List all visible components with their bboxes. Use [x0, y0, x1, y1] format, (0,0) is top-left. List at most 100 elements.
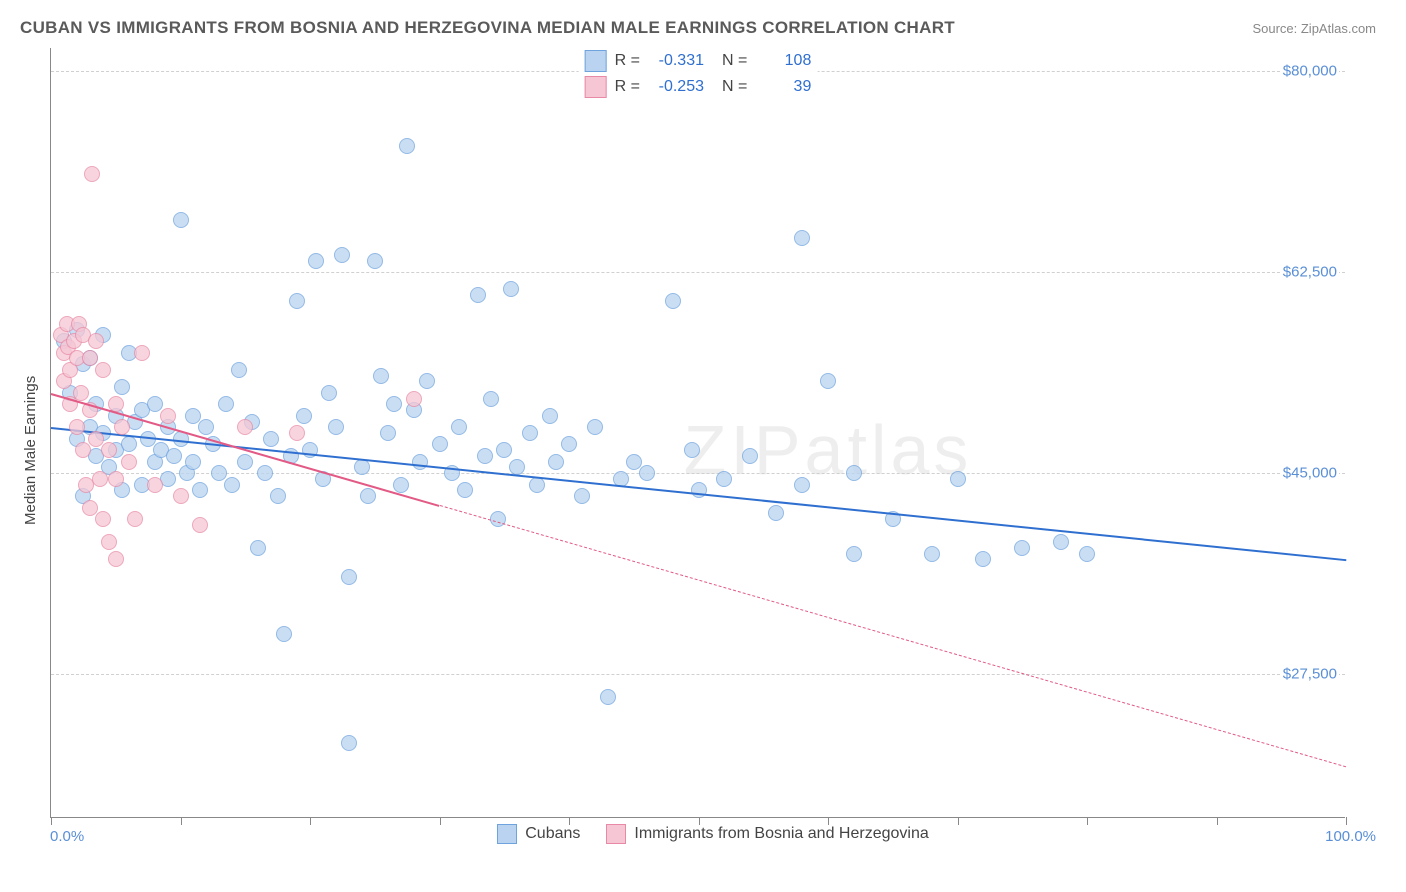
scatter-point — [846, 465, 862, 481]
scatter-point — [321, 385, 337, 401]
scatter-point — [185, 454, 201, 470]
scatter-point — [147, 477, 163, 493]
scatter-point — [561, 436, 577, 452]
y-tick-label: $45,000 — [1281, 465, 1339, 482]
legend-r-value: -0.253 — [648, 78, 704, 96]
scatter-point — [92, 471, 108, 487]
scatter-point — [432, 436, 448, 452]
scatter-point — [237, 419, 253, 435]
scatter-point — [406, 391, 422, 407]
scatter-point — [101, 534, 117, 550]
legend-n-label: N = — [722, 78, 747, 96]
scatter-point — [276, 626, 292, 642]
scatter-point — [127, 511, 143, 527]
legend-label: Cubans — [525, 825, 580, 843]
scatter-point — [399, 138, 415, 154]
scatter-point — [108, 551, 124, 567]
scatter-point — [257, 465, 273, 481]
scatter-point — [101, 442, 117, 458]
scatter-point — [121, 454, 137, 470]
x-axis-min-label: 0.0% — [50, 828, 84, 845]
scatter-point — [95, 362, 111, 378]
scatter-point — [354, 459, 370, 475]
scatter-point — [185, 408, 201, 424]
scatter-point — [548, 454, 564, 470]
legend-row: R =-0.331N =108 — [579, 48, 818, 74]
scatter-point — [542, 408, 558, 424]
scatter-point — [360, 488, 376, 504]
scatter-point — [950, 471, 966, 487]
scatter-point — [1014, 540, 1030, 556]
x-axis-max-label: 100.0% — [1325, 828, 1376, 845]
scatter-point — [218, 396, 234, 412]
scatter-point — [470, 287, 486, 303]
legend-item: Cubans — [497, 824, 580, 844]
scatter-point — [328, 419, 344, 435]
legend-r-label: R = — [615, 78, 640, 96]
scatter-point — [75, 442, 91, 458]
scatter-point — [975, 551, 991, 567]
scatter-point — [88, 431, 104, 447]
scatter-point — [483, 391, 499, 407]
legend-label: Immigrants from Bosnia and Herzegovina — [634, 825, 928, 843]
scatter-point — [924, 546, 940, 562]
legend-n-label: N = — [722, 52, 747, 70]
scatter-point — [160, 408, 176, 424]
scatter-point — [820, 373, 836, 389]
scatter-point — [73, 385, 89, 401]
y-tick-label: $27,500 — [1281, 666, 1339, 683]
scatter-point — [289, 425, 305, 441]
legend-item: Immigrants from Bosnia and Herzegovina — [606, 824, 928, 844]
scatter-point — [224, 477, 240, 493]
scatter-point — [192, 482, 208, 498]
legend-row: R = -0.253 N = 39 — [579, 74, 818, 100]
scatter-point — [665, 293, 681, 309]
scatter-point — [626, 454, 642, 470]
scatter-point — [419, 373, 435, 389]
legend-n-value: 39 — [755, 78, 811, 96]
scatter-point — [95, 511, 111, 527]
scatter-point — [296, 408, 312, 424]
legend-n-value: 108 — [755, 52, 811, 70]
legend-swatch — [585, 50, 607, 72]
scatter-point — [114, 419, 130, 435]
scatter-point — [88, 333, 104, 349]
scatter-point — [289, 293, 305, 309]
y-tick-label: $80,000 — [1281, 62, 1339, 79]
scatter-point — [270, 488, 286, 504]
chart-container: Median Male Earnings ZIPatlas R =-0.331N… — [50, 48, 1376, 844]
legend-swatch — [585, 76, 607, 98]
scatter-point — [114, 379, 130, 395]
scatter-point — [451, 419, 467, 435]
scatter-point — [691, 482, 707, 498]
y-tick-label: $62,500 — [1281, 264, 1339, 281]
scatter-point — [794, 477, 810, 493]
scatter-point — [341, 569, 357, 585]
scatter-point — [134, 345, 150, 361]
source-attribution: Source: ZipAtlas.com — [1252, 21, 1376, 36]
scatter-point — [716, 471, 732, 487]
scatter-point — [231, 362, 247, 378]
series-legend: Cubans Immigrants from Bosnia and Herzego… — [50, 824, 1376, 844]
scatter-point — [211, 465, 227, 481]
grid-line — [51, 674, 1345, 675]
scatter-point — [250, 540, 266, 556]
scatter-point — [639, 465, 655, 481]
scatter-point — [600, 689, 616, 705]
scatter-point — [380, 425, 396, 441]
scatter-point — [574, 488, 590, 504]
scatter-point — [308, 253, 324, 269]
scatter-point — [334, 247, 350, 263]
scatter-point — [82, 500, 98, 516]
scatter-point — [263, 431, 279, 447]
scatter-point — [742, 448, 758, 464]
scatter-point — [794, 230, 810, 246]
legend-swatch — [606, 824, 626, 844]
scatter-point — [108, 471, 124, 487]
scatter-point — [522, 425, 538, 441]
grid-line — [51, 473, 1345, 474]
scatter-point — [768, 505, 784, 521]
scatter-point — [166, 448, 182, 464]
scatter-point — [192, 517, 208, 533]
scatter-point — [496, 442, 512, 458]
